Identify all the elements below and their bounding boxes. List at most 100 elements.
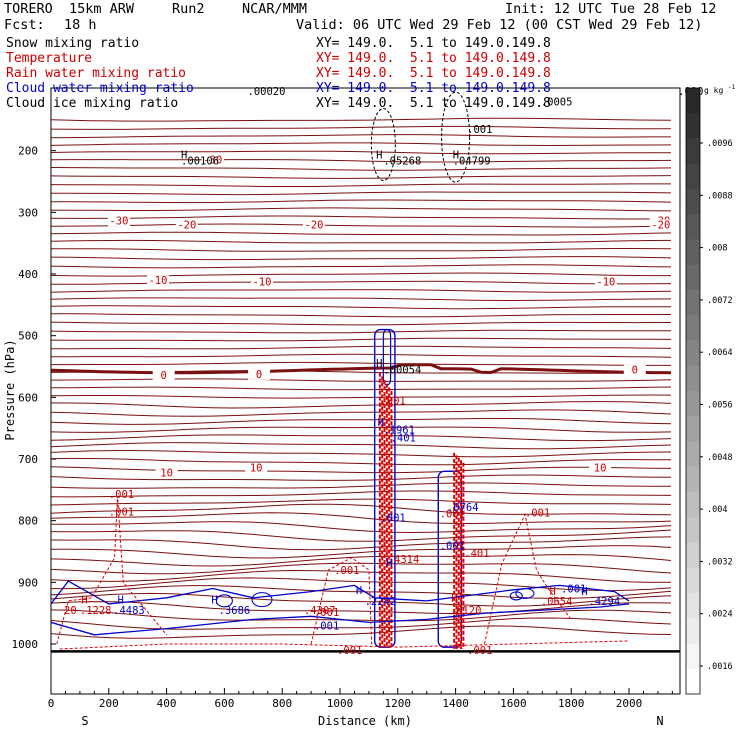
contour-label-bg — [248, 368, 271, 380]
isotherm-line — [51, 426, 672, 433]
maximum-marker-H: H — [453, 149, 459, 161]
cloudwater-cell-contour — [515, 587, 535, 600]
snow-contour — [370, 108, 396, 182]
isotherm-line — [51, 134, 671, 139]
colorbar-swatch — [686, 618, 700, 645]
isotherm-line — [51, 199, 672, 204]
field-cloudwater-xy: XY= 149.0. 5.1 to 149.0.149.8 — [316, 81, 551, 96]
colorbar-tick-label: .0056 — [707, 401, 733, 411]
field-temperature-name: Temperature — [6, 51, 93, 66]
isotherm-line — [51, 386, 672, 391]
isotherm-line — [51, 313, 671, 318]
colorbar-swatch — [686, 239, 700, 266]
isotherm-line — [51, 183, 671, 187]
cloudwater-cell-contour — [251, 592, 273, 608]
colorbar-swatch — [686, 542, 700, 569]
forecast-hour: 18 h — [64, 17, 97, 33]
run-label: Run2 — [172, 1, 205, 17]
extremum-value-label: .001 — [337, 645, 362, 657]
y-tick-label: 200 — [18, 145, 38, 158]
isotherm-label: -30 — [203, 154, 222, 166]
contour-label-bg — [245, 462, 268, 474]
isotherm-line — [51, 449, 672, 458]
maximum-marker-H: H — [451, 593, 457, 605]
field-rain-name: Rain water mixing ratio — [6, 66, 187, 81]
extremum-value-label: .00020 — [248, 86, 286, 98]
snow-contour — [441, 91, 471, 183]
isotherm-line — [51, 409, 672, 417]
isotherm-line — [51, 503, 672, 516]
colorbar-swatch — [686, 517, 700, 544]
isotherm-line — [51, 142, 672, 147]
rain-contour — [56, 495, 167, 645]
isotherm-line — [51, 297, 672, 302]
x-tick-label: 1000 — [327, 697, 354, 710]
cloudwater-layer-contour — [51, 603, 630, 636]
maximum-marker-H: H — [81, 595, 87, 607]
rain-contour — [310, 557, 373, 648]
contour-label-bg — [623, 364, 646, 376]
isotherm-line — [51, 617, 672, 630]
extremum-value-label: .001 — [467, 645, 492, 657]
x-tick-label: 1400 — [442, 697, 469, 710]
colorbar-tick-label: .0048 — [707, 453, 733, 463]
x-tick-label: 2000 — [616, 697, 643, 710]
extremum-value-label: .4294 — [589, 596, 621, 608]
isotherm-line — [51, 554, 672, 567]
x-tick-label: 400 — [157, 697, 177, 710]
isotherm-line — [51, 418, 672, 425]
isotherm-line — [51, 337, 672, 342]
colorbar-swatch — [686, 391, 700, 417]
isotherm-line — [51, 442, 672, 450]
maximum-marker-H: H — [211, 595, 217, 607]
isotherm-line — [51, 474, 672, 481]
colorbar-tick-label: .0064 — [707, 348, 733, 358]
colorbar-swatch — [686, 466, 700, 493]
extremum-value-label: .001 — [380, 513, 405, 525]
extremum-value-label: .401 — [464, 548, 489, 560]
isotherm-label: 0 — [632, 365, 638, 377]
y-tick-label: 500 — [18, 330, 38, 343]
extremum-value-label: .001 — [467, 124, 492, 136]
colorbar: g kg -1 .0096 .0088 .008 .0072 .0064 .0056 .0048… — [685, 84, 736, 695]
init-time: Init: 12 UTC Tue 28 Feb 12 — [505, 1, 717, 17]
isotherm-label: -30 — [109, 215, 128, 227]
isotherm-line — [51, 264, 672, 269]
field-cloudice-name: Cloud ice mixing ratio — [6, 96, 179, 111]
isotherm-line — [51, 361, 671, 366]
isotherm-line — [51, 150, 671, 155]
field-cloudice-xy: XY= 149.0. 5.1 to 149.0.149.8 — [316, 96, 551, 111]
y-tick-label: 1000 — [12, 638, 39, 651]
contour-label-bg — [589, 462, 612, 474]
y-tick-label: 900 — [18, 576, 38, 589]
isotherm-line — [51, 545, 672, 559]
y-tick-label: 300 — [18, 206, 38, 219]
extremum-value-label: .6120 — [450, 605, 482, 617]
center-label: NCAR/MMM — [242, 1, 308, 17]
contour-label-bg — [152, 370, 175, 382]
colorbar-swatch — [686, 264, 700, 291]
isotherm-line — [51, 167, 672, 171]
isotherm-line — [51, 434, 672, 442]
maximum-marker-H: H — [181, 149, 187, 161]
isotherm-label: -10 — [596, 276, 615, 288]
contour-label-bg — [175, 219, 198, 231]
south-end-label: S — [81, 714, 88, 728]
isotherm-line — [51, 125, 671, 130]
model-title: TORERO 15km ARW — [4, 1, 135, 17]
extremum-value-label: .401 — [391, 432, 416, 444]
colorbar-swatch — [686, 214, 700, 241]
maximum-marker-H: H — [356, 585, 362, 597]
extremum-value-label: .001 — [109, 489, 134, 501]
isotherm-line — [51, 223, 672, 228]
x-tick-label: 600 — [214, 697, 234, 710]
y-axis-title: Pressure (hPa) — [3, 339, 17, 440]
extremum-value-label: .001 — [334, 565, 359, 577]
maximum-marker-H: H — [386, 558, 392, 570]
rain-contour — [484, 512, 572, 645]
contour-label-bg — [146, 275, 169, 287]
colorbar-swatch — [686, 365, 700, 392]
isotherm-line — [51, 289, 672, 293]
isotherm-line — [51, 394, 672, 399]
